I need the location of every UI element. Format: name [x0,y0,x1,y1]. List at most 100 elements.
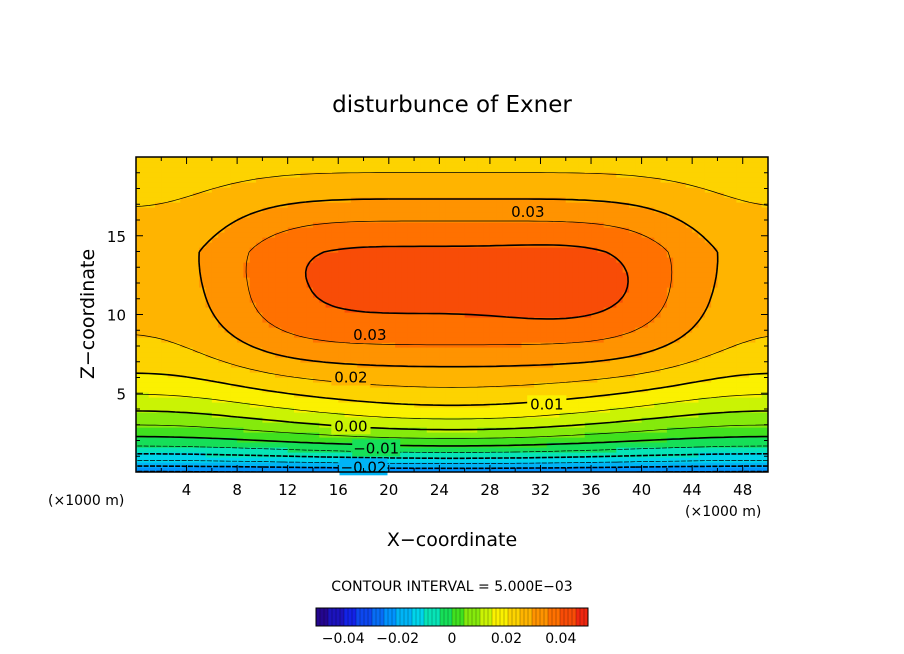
field-cell [704,417,712,423]
field-cell [426,302,434,308]
field-cell [761,427,768,433]
field-cell [749,302,756,308]
field-cell [546,302,554,308]
field-cell [736,297,744,303]
field-cell [540,292,548,298]
field-cell [300,267,308,273]
field-cell [685,372,693,378]
field-cell [401,457,409,463]
field-cell [761,242,768,248]
field-cell [287,367,295,373]
field-cell [692,292,700,298]
field-cell [192,387,200,393]
field-cell [192,322,200,328]
field-cell [294,432,301,438]
field-cell [281,262,289,268]
field-cell [559,262,567,268]
field-cell [256,332,263,338]
field-cell [344,352,352,358]
field-cell [205,382,213,388]
field-cell [749,467,756,472]
field-cell [433,252,440,258]
field-cell [420,367,428,373]
field-cell [647,272,655,278]
field-cell [262,457,270,463]
field-cell [610,362,617,368]
field-cell [704,222,712,228]
field-cell [445,242,453,248]
field-cell [685,397,693,403]
field-cell [553,377,561,383]
field-cell [521,352,529,358]
field-cell [559,292,567,298]
field-cell [496,427,504,433]
field-cell [736,272,744,278]
field-cell [603,457,611,463]
field-cell [578,237,586,243]
field-cell [180,312,188,318]
field-cell [452,357,459,363]
field-cell [660,362,668,368]
field-cell [388,337,396,343]
field-cell [502,347,510,353]
field-cell [186,382,194,388]
field-cell [591,312,598,318]
field-cell [306,452,314,458]
field-cell [388,347,396,353]
field-cell [161,387,169,393]
field-cell [205,392,213,398]
field-cell [433,337,440,343]
field-cell [388,332,396,338]
field-cell [584,222,592,228]
field-cell [192,412,200,418]
field-cell [426,297,434,303]
field-cell [382,342,390,348]
field-cell [312,372,320,378]
field-cell [237,347,245,353]
field-cell [458,397,466,403]
field-cell [635,462,643,468]
field-cell [591,262,598,268]
field-cell [553,237,561,243]
field-cell [306,337,314,343]
field-cell [281,392,289,398]
field-cell [350,277,358,283]
field-cell [237,242,245,248]
field-cell [256,427,263,433]
field-cell [755,327,763,333]
field-cell [136,377,143,383]
field-cell [167,312,175,318]
field-cell [496,387,504,393]
field-cell [294,322,301,328]
field-cell [249,397,257,403]
field-cell [736,432,744,438]
field-cell [458,417,466,423]
field-cell [698,322,706,328]
field-cell [452,457,459,463]
field-cell [755,347,763,353]
field-cell [433,357,440,363]
field-cell [711,242,719,248]
field-cell [597,302,605,308]
field-cell [704,387,712,393]
field-cell [660,442,668,448]
field-cell [287,332,295,338]
field-cell [363,257,371,263]
field-cell [312,342,320,348]
field-cell [610,337,617,343]
field-cell [508,232,516,238]
field-cell [268,392,276,398]
field-cell [559,277,567,283]
field-cell [685,447,693,453]
field-cell [445,447,453,453]
field-cell [534,237,542,243]
field-cell [205,437,213,443]
field-cell [312,402,320,408]
field-cell [275,302,282,308]
field-cell [628,287,636,293]
field-cell [230,447,238,453]
field-cell [376,322,384,328]
field-cell [730,242,737,248]
field-cell [496,437,504,443]
field-cell [502,327,510,333]
